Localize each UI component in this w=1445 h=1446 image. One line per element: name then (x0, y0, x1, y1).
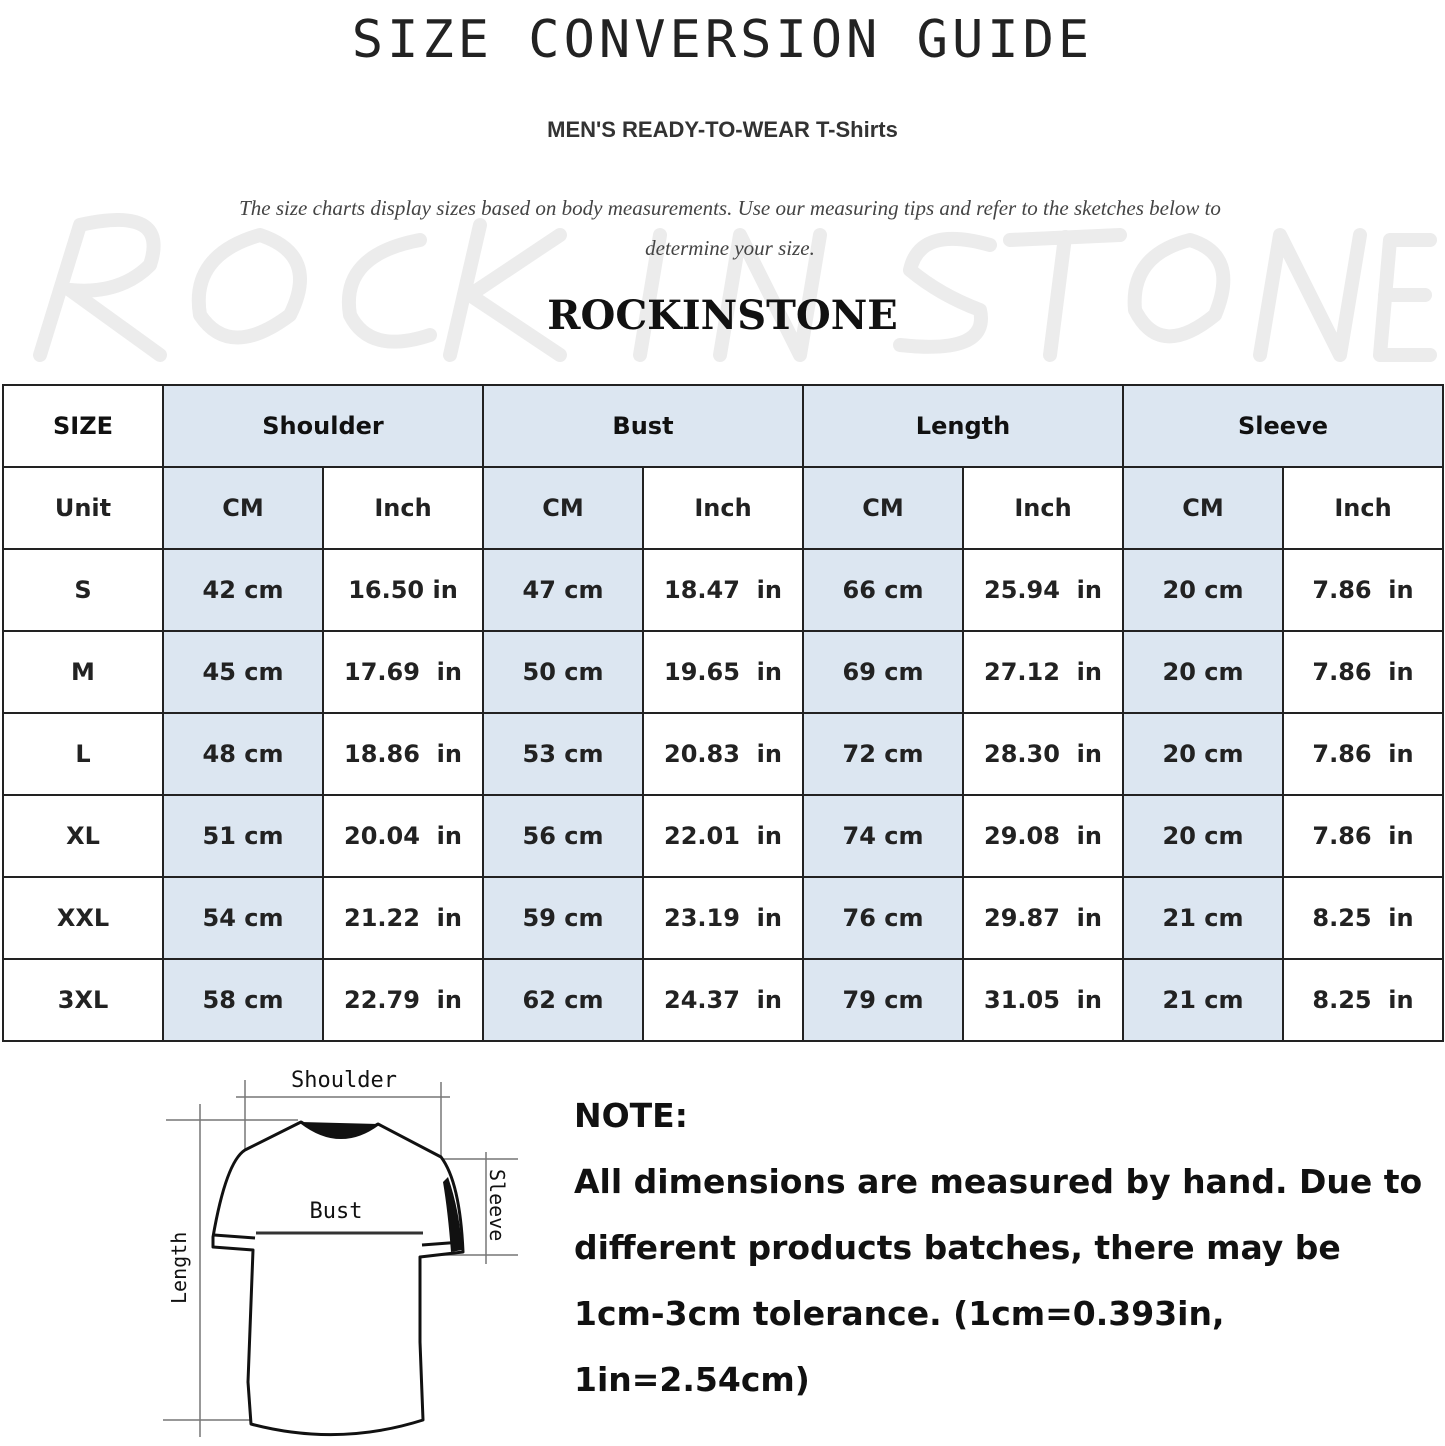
measurement-cell: 22.79 in (322, 958, 484, 1042)
measurement-cell: 42 cm (162, 548, 324, 632)
measurement-cell: 59 cm (482, 876, 644, 960)
unit-header-cm: CM (1122, 466, 1284, 550)
table-row: S 42 cm 16.50 in 47 cm 18.47 in 66 cm 25.94 in… (2, 548, 1444, 632)
size-cell: M (2, 630, 164, 714)
sleeve-shadow (443, 1177, 462, 1252)
note-section: NOTE: All dimensions are measured by han… (574, 1083, 1434, 1413)
size-cell: XXL (2, 876, 164, 960)
measurement-cell: 19.65 in (642, 630, 804, 714)
measure-lines (163, 1080, 518, 1437)
unit-header-inch: Inch (962, 466, 1124, 550)
measurement-cell: 66 cm (802, 548, 964, 632)
size-cell: XL (2, 794, 164, 878)
measurement-cell: 7.86 in (1282, 630, 1444, 714)
measurement-cell: 28.30 in (962, 712, 1124, 796)
measurement-cell: 7.86 in (1282, 548, 1444, 632)
group-header-sleeve: Sleeve (1122, 384, 1444, 468)
measurement-cell: 54 cm (162, 876, 324, 960)
header-row: SIZE Shoulder Bust Length Sleeve (2, 384, 1444, 468)
table-row: L 48 cm 18.86 in 53 cm 20.83 in 72 cm 28.30 in… (2, 712, 1444, 796)
page-title: SIZE CONVERSION GUIDE (351, 10, 1094, 70)
measurement-cell: 50 cm (482, 630, 644, 714)
unit-row: Unit CM Inch CM Inch CM Inch CM Inch (2, 466, 1444, 550)
table-row: M 45 cm 17.69 in 50 cm 19.65 in 69 cm 27.12 in… (2, 630, 1444, 714)
measurement-cell: 7.86 in (1282, 794, 1444, 878)
tshirt-outline (211, 1120, 465, 1437)
measurement-cell: 72 cm (802, 712, 964, 796)
measurement-cell: 69 cm (802, 630, 964, 714)
measurement-cell: 18.47 in (642, 548, 804, 632)
description: The size charts display sizes based on b… (239, 196, 1221, 260)
measurement-cell: 8.25 in (1282, 876, 1444, 960)
measurement-cell: 21 cm (1122, 876, 1284, 960)
unit-header-cm: CM (162, 466, 324, 550)
page-subtitle: MEN'S READY-TO-WEAR T-Shirts (547, 117, 898, 142)
measurement-cell: 21.22 in (322, 876, 484, 960)
measurement-cell: 23.19 in (642, 876, 804, 960)
measurement-cell: 20 cm (1122, 548, 1284, 632)
measurement-cell: 7.86 in (1282, 712, 1444, 796)
measurement-cell: 76 cm (802, 876, 964, 960)
measurement-cell: 47 cm (482, 548, 644, 632)
brand-name: ROCKINSTONE (547, 292, 898, 339)
measurement-cell: 20 cm (1122, 712, 1284, 796)
unit-header-cm: CM (802, 466, 964, 550)
brand-watermark (0, 195, 1445, 370)
group-header-length: Length (802, 384, 1124, 468)
measurement-cell: 31.05 in (962, 958, 1124, 1042)
measurement-cell: 20.04 in (322, 794, 484, 878)
sleeve-label: Sleeve (485, 1169, 509, 1241)
size-header: SIZE (2, 384, 164, 468)
unit-header-inch: Inch (1282, 466, 1444, 550)
measurement-cell: 24.37 in (642, 958, 804, 1042)
length-label: Length (167, 1232, 191, 1304)
unit-header: Unit (2, 466, 164, 550)
measurement-cell: 22.01 in (642, 794, 804, 878)
unit-header-inch: Inch (642, 466, 804, 550)
measurement-cell: 29.87 in (962, 876, 1124, 960)
measurement-cell: 20.83 in (642, 712, 804, 796)
bust-label: Bust (310, 1199, 363, 1224)
measurement-cell: 48 cm (162, 712, 324, 796)
table-row: 3XL 58 cm 22.79 in 62 cm 24.37 in 79 cm 31.05 … (2, 958, 1444, 1042)
measurement-cell: 58 cm (162, 958, 324, 1042)
tshirt-measurement-diagram: Shoulder Bust Sleeve Length (148, 1052, 548, 1442)
measurement-cell: 79 cm (802, 958, 964, 1042)
measurement-cell: 62 cm (482, 958, 644, 1042)
measurement-cell: 21 cm (1122, 958, 1284, 1042)
measurement-cell: 17.69 in (322, 630, 484, 714)
size-cell: 3XL (2, 958, 164, 1042)
size-cell: S (2, 548, 164, 632)
measurement-cell: 29.08 in (962, 794, 1124, 878)
measurement-cell: 25.94 in (962, 548, 1124, 632)
measurement-cell: 20 cm (1122, 630, 1284, 714)
group-header-bust: Bust (482, 384, 804, 468)
size-table: SIZE Shoulder Bust Length Sleeve Unit CM… (2, 384, 1444, 1042)
measurement-cell: 18.86 in (322, 712, 484, 796)
table-row: XXL 54 cm 21.22 in 59 cm 23.19 in 76 cm 29.87 … (2, 876, 1444, 960)
measurement-cell: 53 cm (482, 712, 644, 796)
measurement-cell: 74 cm (802, 794, 964, 878)
unit-header-cm: CM (482, 466, 644, 550)
group-header-shoulder: Shoulder (162, 384, 484, 468)
table-row: XL 51 cm 20.04 in 56 cm 22.01 in 74 cm 29.08 i… (2, 794, 1444, 878)
note-text: All dimensions are measured by hand. Due… (574, 1162, 1423, 1399)
unit-header-inch: Inch (322, 466, 484, 550)
tshirt-sketch: Shoulder Bust Sleeve Length (163, 1068, 518, 1437)
measurement-cell: 8.25 in (1282, 958, 1444, 1042)
measurement-cell: 27.12 in (962, 630, 1124, 714)
watermark-brush-lettering (33, 213, 1437, 362)
shoulder-label: Shoulder (291, 1068, 397, 1093)
measurement-cell: 20 cm (1122, 794, 1284, 878)
size-cell: L (2, 712, 164, 796)
measurement-cell: 51 cm (162, 794, 324, 878)
measurement-cell: 45 cm (162, 630, 324, 714)
measurement-cell: 56 cm (482, 794, 644, 878)
measurement-cell: 16.50 in (322, 548, 484, 632)
note-heading: NOTE: (574, 1096, 688, 1135)
